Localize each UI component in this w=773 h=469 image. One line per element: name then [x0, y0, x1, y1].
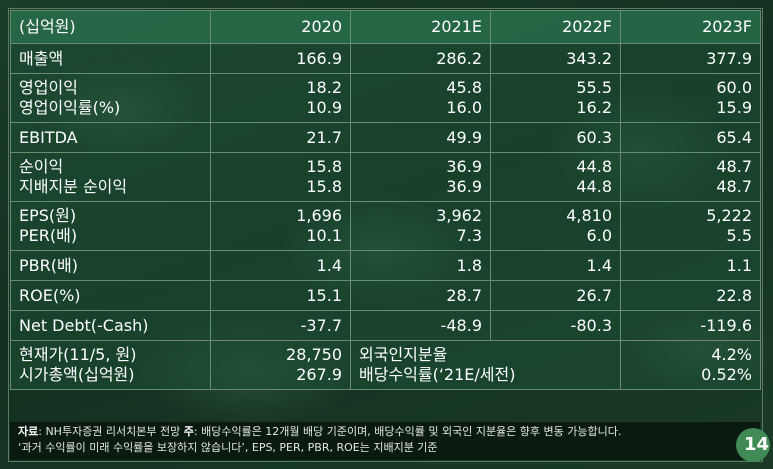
footnote-line-2: ‘과거 수익률이 미래 수익률을 보장하지 않습니다’, EPS, PER, P… — [18, 441, 438, 454]
footnote-line-1: 자료: NH투자증권 리서치본부 전망 주: 배당수익률은 12개월 배당 기준… — [18, 424, 752, 440]
summary-left-values: 28,750 267.9 — [210, 340, 351, 390]
cell-value: 1.4 — [210, 250, 351, 281]
cell-value: 4,810 6.0 — [490, 201, 621, 251]
cell-value: 60.0 15.9 — [620, 73, 761, 123]
cell-value: -80.3 — [490, 310, 621, 341]
table-row: EBITDA 21.7 49.9 60.3 65.4 — [10, 122, 761, 153]
row-label: 순이익 지배지분 순이익 — [10, 152, 211, 202]
row-label: PBR(배) — [10, 250, 211, 281]
cell-value: 286.2 — [350, 43, 491, 74]
page-number: 14 — [736, 428, 770, 462]
header-year-2022f: 2022F — [490, 10, 621, 44]
cell-value: 48.7 48.7 — [620, 152, 761, 202]
cell-value: 28.7 — [350, 280, 491, 311]
table-row: Net Debt(-Cash) -37.7 -48.9 -80.3 -119.6 — [10, 310, 761, 341]
cell-value: 343.2 — [490, 43, 621, 74]
cell-value: -119.6 — [620, 310, 761, 341]
cell-value: 26.7 — [490, 280, 621, 311]
financial-summary-table: (십억원) 2020 2021E 2022F 2023F 매출액 166.9 2… — [10, 10, 761, 390]
cell-value: 65.4 — [620, 122, 761, 153]
cell-value: 15.1 — [210, 280, 351, 311]
header-row: (십억원) 2020 2021E 2022F 2023F — [10, 10, 761, 44]
cell-value: 166.9 — [210, 43, 351, 74]
source-label: 자료 — [18, 425, 39, 438]
table-row: 순이익 지배지분 순이익 15.8 15.8 36.9 36.9 44.8 44.8 4… — [10, 152, 761, 202]
cell-value: 60.3 — [490, 122, 621, 153]
summary-right-values: 4.2% 0.52% — [620, 340, 761, 390]
cell-value: 1,696 10.1 — [210, 201, 351, 251]
cell-value: -48.9 — [350, 310, 491, 341]
cell-value: 21.7 — [210, 122, 351, 153]
cell-value: 1.8 — [350, 250, 491, 281]
row-label: Net Debt(-Cash) — [10, 310, 211, 341]
cell-value: 44.8 44.8 — [490, 152, 621, 202]
row-label: 영업이익 영업이익률(%) — [10, 73, 211, 123]
cell-value: 1.1 — [620, 250, 761, 281]
header-year-2021e: 2021E — [350, 10, 491, 44]
cell-value: 377.9 — [620, 43, 761, 74]
table-row: EPS(원) PER(배) 1,696 10.1 3,962 7.3 4,810 6.0… — [10, 201, 761, 251]
header-year-2020: 2020 — [210, 10, 351, 44]
note-text: : 배당수익률은 12개월 배당 기준이며, 배당수익률 및 외국인 지분율은 … — [193, 425, 622, 438]
cell-value: 55.5 16.2 — [490, 73, 621, 123]
table-row: ROE(%) 15.1 28.7 26.7 22.8 — [10, 280, 761, 311]
cell-value: 1.4 — [490, 250, 621, 281]
summary-right-labels: 외국인지분율 배당수익률(‘21E/세전) — [350, 340, 621, 390]
row-label: ROE(%) — [10, 280, 211, 311]
cell-value: 22.8 — [620, 280, 761, 311]
cell-value: 49.9 — [350, 122, 491, 153]
cell-value: 3,962 7.3 — [350, 201, 491, 251]
cell-value: 45.8 16.0 — [350, 73, 491, 123]
footnote: 자료: NH투자증권 리서치본부 전망 주: 배당수익률은 12개월 배당 기준… — [10, 422, 760, 460]
table-row: 매출액 166.9 286.2 343.2 377.9 — [10, 43, 761, 74]
table-row: PBR(배) 1.4 1.8 1.4 1.1 — [10, 250, 761, 281]
header-year-2023f: 2023F — [620, 10, 761, 44]
cell-value: -37.7 — [210, 310, 351, 341]
note-label: 주 — [183, 425, 194, 438]
source-text: : NH투자증권 리서치본부 전망 — [38, 425, 181, 438]
cell-value: 18.2 10.9 — [210, 73, 351, 123]
summary-left-labels: 현재가(11/5, 원) 시가총액(십억원) — [10, 340, 211, 390]
table-frame — [8, 8, 763, 462]
cell-value: 36.9 36.9 — [350, 152, 491, 202]
row-label: EPS(원) PER(배) — [10, 201, 211, 251]
row-label: 매출액 — [10, 43, 211, 74]
table-row: 영업이익 영업이익률(%) 18.2 10.9 45.8 16.0 55.5 16.2 … — [10, 73, 761, 123]
header-unit: (십억원) — [10, 10, 211, 44]
cell-value: 15.8 15.8 — [210, 152, 351, 202]
row-label: EBITDA — [10, 122, 211, 153]
summary-row: 현재가(11/5, 원) 시가총액(십억원) 28,750 267.9 외국인지분율… — [10, 340, 761, 390]
cell-value: 5,222 5.5 — [620, 201, 761, 251]
